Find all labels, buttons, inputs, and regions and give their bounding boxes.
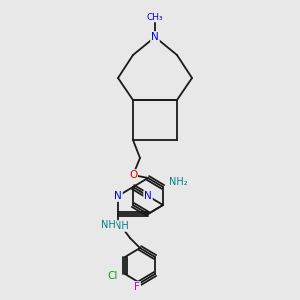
Text: N: N — [144, 191, 152, 201]
Text: NH: NH — [100, 220, 116, 230]
Text: CH₃: CH₃ — [147, 13, 163, 22]
Text: NH: NH — [114, 221, 128, 231]
Text: NH₂: NH₂ — [169, 177, 187, 187]
Text: F: F — [134, 282, 140, 292]
Text: Cl: Cl — [108, 271, 118, 281]
Text: O: O — [129, 170, 137, 180]
Text: N: N — [151, 32, 159, 42]
Text: NH₂: NH₂ — [169, 177, 187, 187]
Text: N: N — [114, 191, 122, 201]
